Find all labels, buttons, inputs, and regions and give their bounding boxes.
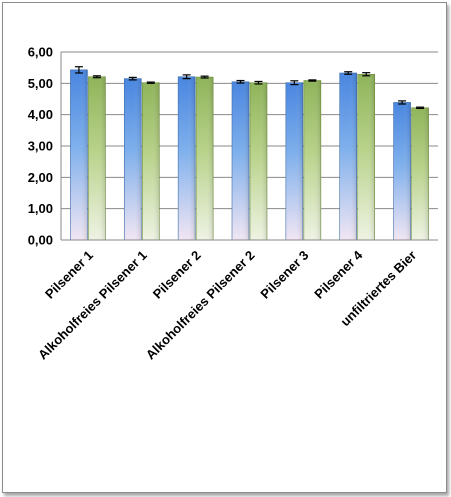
- y-tick-label: 2,00: [28, 170, 53, 185]
- x-category-label: Pilsener 4: [311, 247, 366, 302]
- bar-shade: [259, 82, 267, 240]
- y-tick-label: 0,00: [28, 233, 53, 248]
- y-tick-label: 3,00: [28, 139, 53, 154]
- bar-shade: [313, 80, 321, 240]
- bar-shade: [205, 77, 214, 240]
- bar-shade: [295, 82, 303, 240]
- x-category-label: Pilsener 1: [42, 248, 96, 302]
- bar-shade: [133, 78, 142, 240]
- bar-shade: [420, 107, 429, 240]
- y-tick-label: 1,00: [28, 201, 53, 216]
- x-category-label: Alkoholfreies Pilsener 2: [143, 248, 258, 363]
- y-tick-label: 4,00: [28, 107, 53, 122]
- bar-shade: [151, 82, 160, 240]
- x-category-label: Pilsener 2: [150, 248, 204, 302]
- bar-shade: [402, 102, 411, 241]
- y-tick-label: 6,00: [28, 45, 53, 60]
- bar-shade: [97, 76, 106, 241]
- bar-shade: [349, 72, 357, 240]
- bar-shade: [367, 74, 375, 240]
- x-category-label: Pilsener 3: [257, 248, 311, 302]
- bar-shade: [241, 81, 249, 241]
- x-category-label: Alkoholfreies Pilsener 1: [35, 248, 150, 363]
- y-tick-label: 5,00: [28, 76, 53, 91]
- bar-shade: [79, 69, 88, 240]
- bar-shade: [187, 76, 196, 241]
